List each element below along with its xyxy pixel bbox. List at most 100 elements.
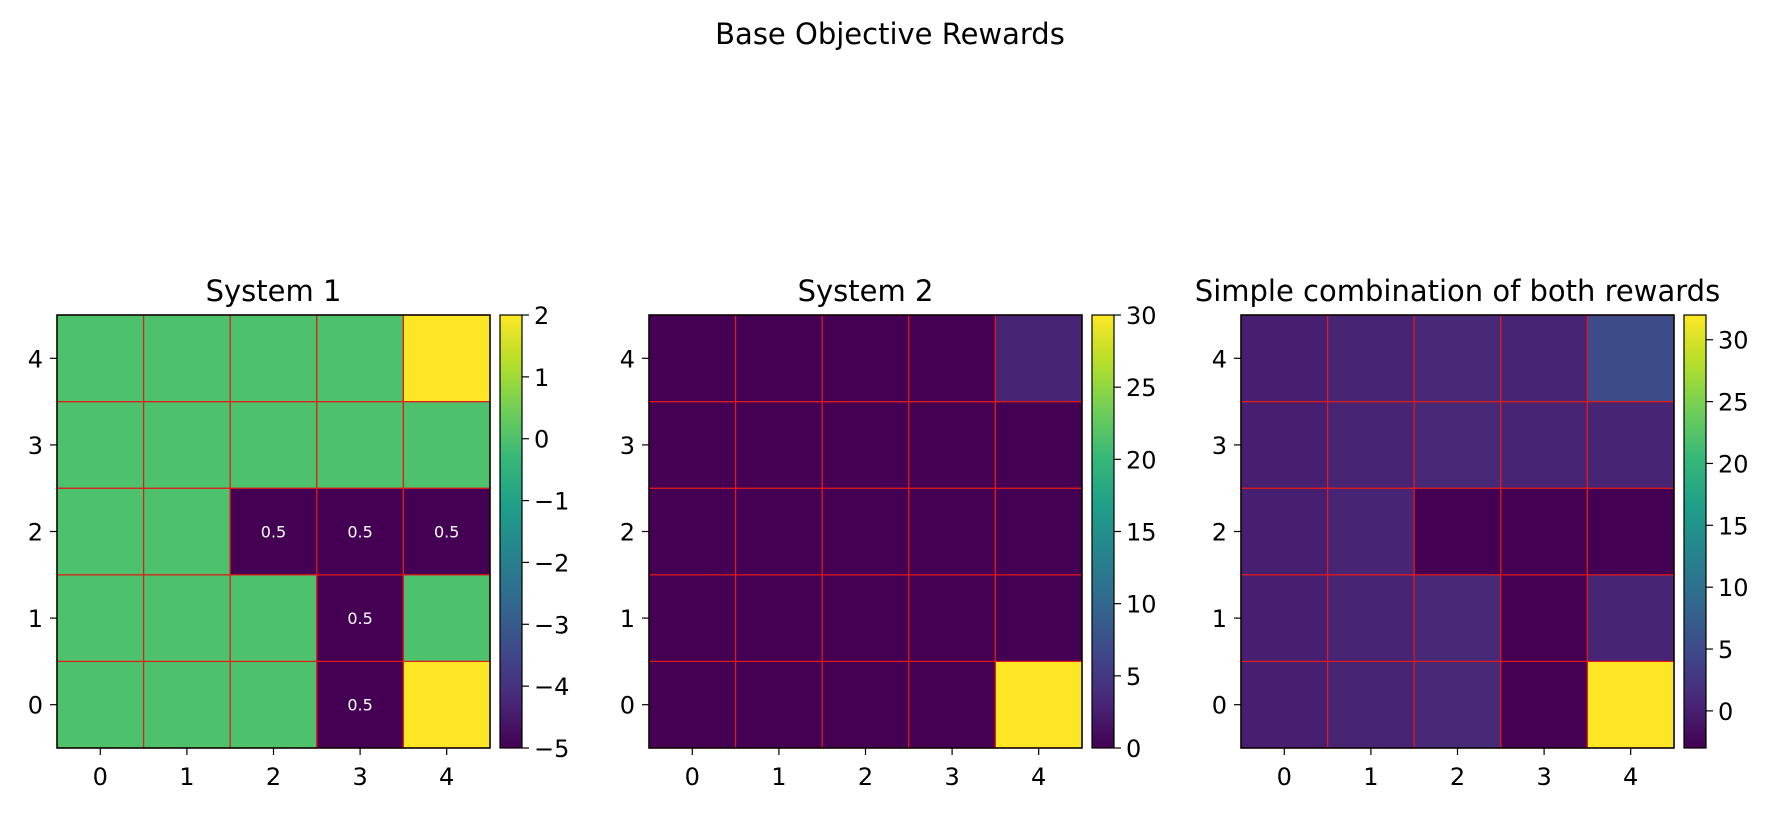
heatmap-cell bbox=[143, 314, 231, 403]
heatmap-cell bbox=[734, 660, 823, 749]
heatmap-cell bbox=[316, 574, 404, 662]
colorbar-tick-label: 10 bbox=[1718, 574, 1749, 602]
x-tick-label: 2 bbox=[858, 763, 873, 791]
heatmap-cell bbox=[734, 487, 823, 576]
x-tick-label: 3 bbox=[944, 763, 959, 791]
y-tick-label: 0 bbox=[1212, 692, 1227, 720]
x-tick-label: 3 bbox=[1536, 763, 1551, 791]
heatmap-cell bbox=[1240, 314, 1329, 403]
heatmap-cell bbox=[994, 660, 1083, 749]
x-tick-label: 0 bbox=[93, 763, 108, 791]
heatmap-cell bbox=[908, 660, 996, 749]
heatmap-cell bbox=[316, 660, 404, 749]
cell-annotation: 0.5 bbox=[347, 696, 372, 715]
heatmap-cell bbox=[1586, 401, 1675, 489]
y-tick-label: 1 bbox=[620, 605, 635, 633]
x-tick-label: 4 bbox=[1623, 763, 1638, 791]
x-tick-label: 1 bbox=[1363, 763, 1378, 791]
colorbar-tick-label: 20 bbox=[1718, 450, 1749, 478]
colorbar-tick-label: 0 bbox=[1126, 735, 1141, 763]
heatmap-cell bbox=[1413, 660, 1502, 749]
cell-annotation: 0.5 bbox=[347, 523, 372, 542]
colorbar bbox=[499, 314, 523, 749]
colorbar-tick-label: 1 bbox=[534, 364, 549, 392]
colorbar-tick-label: −1 bbox=[534, 488, 569, 516]
cell-annotation: 0.5 bbox=[347, 609, 372, 628]
heatmap-cell bbox=[229, 660, 318, 749]
heatmap-cell bbox=[1500, 314, 1589, 403]
y-tick-label: 2 bbox=[620, 519, 635, 547]
colorbar bbox=[1683, 314, 1707, 749]
heatmap-cell bbox=[821, 574, 910, 662]
colorbar bbox=[1091, 314, 1115, 749]
y-tick-label: 4 bbox=[620, 345, 635, 373]
y-tick-label: 3 bbox=[620, 432, 635, 460]
heatmap-cell bbox=[908, 487, 996, 576]
x-tick-label: 3 bbox=[352, 763, 367, 791]
heatmap-cell bbox=[1240, 487, 1329, 576]
heatmap-panel-1: System 1 0.5 0.5 0.5 0.5 0.5 0 1 2 3 4 0 1 2 3 4 2 1 0 −1 −2… bbox=[28, 274, 570, 791]
cell-annotation: 0.5 bbox=[434, 523, 459, 542]
colorbar-tick-label: 25 bbox=[1126, 374, 1157, 402]
heatmap-cell bbox=[1500, 487, 1589, 576]
panel-title: Simple combination of both rewards bbox=[1195, 274, 1720, 308]
heatmap-cell bbox=[229, 401, 318, 489]
y-tick-label: 1 bbox=[28, 605, 43, 633]
heatmap-cell bbox=[648, 401, 737, 489]
heatmap-cell bbox=[1500, 574, 1589, 662]
heatmap-cell bbox=[56, 487, 145, 576]
heatmap-cell bbox=[1413, 314, 1502, 403]
x-tick-label: 2 bbox=[1450, 763, 1465, 791]
x-tick-label: 2 bbox=[266, 763, 281, 791]
cell-annotation: 0.5 bbox=[261, 523, 286, 542]
heatmap-cell bbox=[1500, 401, 1589, 489]
heatmap-cell bbox=[1586, 314, 1675, 403]
colorbar-tick-label: 30 bbox=[1718, 327, 1749, 355]
heatmap-cell bbox=[994, 487, 1083, 576]
y-tick-label: 1 bbox=[1212, 605, 1227, 633]
y-tick-label: 3 bbox=[28, 432, 43, 460]
colorbar-tick-label: −5 bbox=[534, 735, 569, 763]
x-tick-label: 0 bbox=[1277, 763, 1292, 791]
heatmap-cell bbox=[994, 314, 1083, 403]
x-tick-label: 4 bbox=[439, 763, 454, 791]
heatmap-cell bbox=[1326, 487, 1415, 576]
colorbar-tick-label: −2 bbox=[534, 549, 569, 577]
figure-title: Base Objective Rewards bbox=[715, 17, 1065, 51]
heatmap-cell bbox=[1586, 574, 1675, 662]
heatmap-cell bbox=[648, 487, 737, 576]
x-tick-label: 1 bbox=[179, 763, 194, 791]
x-tick-label: 4 bbox=[1031, 763, 1046, 791]
heatmap-cell bbox=[402, 314, 491, 403]
heatmap-cell bbox=[1326, 574, 1415, 662]
heatmap-cell bbox=[316, 401, 404, 489]
heatmap-cell bbox=[402, 487, 491, 576]
y-tick-label: 0 bbox=[620, 692, 635, 720]
heatmap-cell bbox=[1326, 660, 1415, 749]
y-tick-label: 4 bbox=[28, 345, 43, 373]
heatmap-cell bbox=[821, 660, 910, 749]
heatmap-cell bbox=[143, 574, 231, 662]
heatmap-cell bbox=[56, 401, 145, 489]
colorbar-tick-label: 2 bbox=[534, 302, 549, 330]
y-tick-label: 4 bbox=[1212, 345, 1227, 373]
heatmap-cell bbox=[648, 574, 737, 662]
heatmap-cell bbox=[1240, 401, 1329, 489]
colorbar-tick-label: 5 bbox=[1718, 636, 1733, 664]
colorbar-tick-label: 25 bbox=[1718, 389, 1749, 417]
heatmap-cell bbox=[402, 574, 491, 662]
colorbar-tick-label: −3 bbox=[534, 611, 569, 639]
y-tick-label: 0 bbox=[28, 692, 43, 720]
heatmap-cell bbox=[316, 314, 404, 403]
colorbar-tick-label: 30 bbox=[1126, 302, 1157, 330]
heatmap-cell bbox=[734, 574, 823, 662]
heatmap-cell bbox=[994, 574, 1083, 662]
colorbar-tick-label: 20 bbox=[1126, 446, 1157, 474]
heatmap-cell bbox=[1586, 660, 1675, 749]
colorbar-tick-label: 15 bbox=[1718, 512, 1749, 540]
x-tick-label: 1 bbox=[771, 763, 786, 791]
heatmap-cell bbox=[821, 401, 910, 489]
heatmap-cell bbox=[229, 574, 318, 662]
heatmap-cell bbox=[143, 401, 231, 489]
heatmap-cell bbox=[821, 314, 910, 403]
